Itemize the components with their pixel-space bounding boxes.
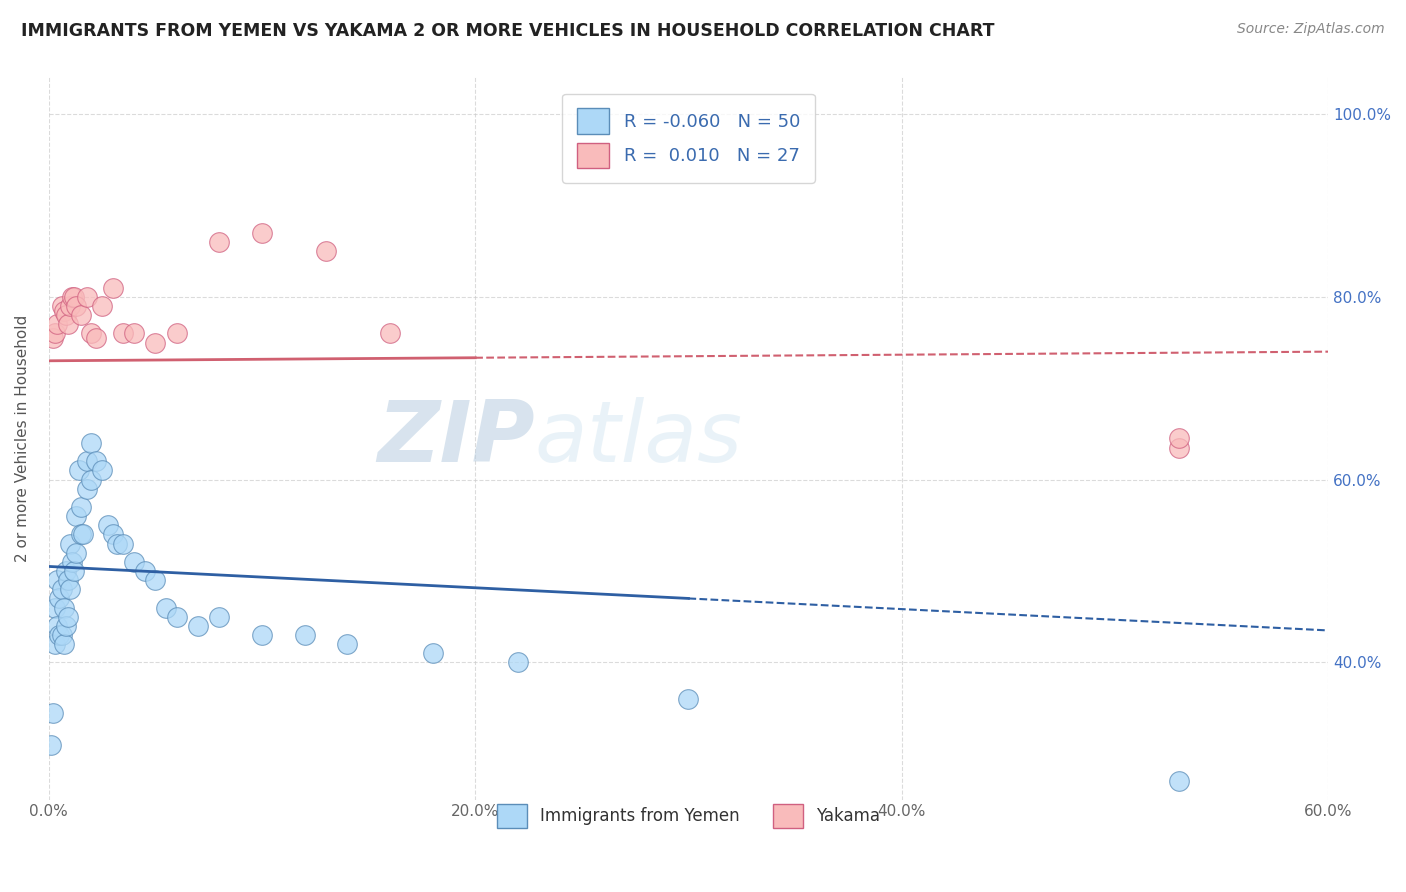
Point [59,582,82,597]
Point [145,335,167,350]
Point [76,290,98,304]
Legend: Immigrants from Yemen, Yakama: Immigrants from Yemen, Yakama [489,797,887,835]
Point [1167,774,1189,789]
Point [56,609,79,624]
Point [67,463,90,477]
Point [315,244,337,259]
Point [112,326,135,341]
Point [112,536,135,550]
Point [52,600,75,615]
Point [250,226,273,240]
Point [91,299,114,313]
Point [52,303,75,318]
Point [105,536,128,550]
Point [84,454,107,468]
Point [97,518,120,533]
Point [187,619,209,633]
Point [145,573,167,587]
Point [378,326,401,341]
Point [101,280,124,294]
Point [46,619,69,633]
Point [80,473,103,487]
Text: IMMIGRANTS FROM YEMEN VS YAKAMA 2 OR MORE VEHICLES IN HOUSEHOLD CORRELATION CHAR: IMMIGRANTS FROM YEMEN VS YAKAMA 2 OR MOR… [21,22,994,40]
Point [52,637,75,651]
Point [1167,441,1189,455]
Text: atlas: atlas [534,397,742,480]
Point [59,536,82,550]
Text: Source: ZipAtlas.com: Source: ZipAtlas.com [1237,22,1385,37]
Point [65,509,87,524]
Point [155,600,177,615]
Point [69,308,91,322]
Point [76,482,98,496]
Point [48,628,70,642]
Y-axis label: 2 or more Vehicles in Household: 2 or more Vehicles in Household [15,315,30,562]
Point [166,609,188,624]
Point [91,463,114,477]
Point [44,326,66,341]
Point [59,299,82,313]
Point [48,591,70,606]
Point [51,628,73,642]
Point [60,555,83,569]
Point [336,637,359,651]
Point [69,527,91,541]
Point [55,564,77,578]
Point [208,235,231,249]
Point [122,326,145,341]
Point [84,331,107,345]
Point [80,436,103,450]
Point [55,619,77,633]
Point [46,573,69,587]
Point [72,527,94,541]
Point [1167,432,1189,446]
Point [63,290,86,304]
Point [76,454,98,468]
Point [101,527,124,541]
Point [208,609,231,624]
Point [80,326,103,341]
Point [44,600,66,615]
Text: ZIP: ZIP [377,397,534,480]
Point [51,299,73,313]
Point [44,637,66,651]
Point [122,555,145,569]
Point [63,564,86,578]
Point [65,299,87,313]
Point [42,706,65,720]
Point [46,317,69,331]
Point [422,646,444,660]
Point [60,290,83,304]
Point [56,317,79,331]
Point [294,628,316,642]
Point [42,331,65,345]
Point [678,692,700,706]
Point [69,500,91,514]
Point [134,564,156,578]
Point [51,582,73,597]
Point [506,656,529,670]
Point [39,738,62,752]
Point [250,628,273,642]
Point [65,546,87,560]
Point [55,308,77,322]
Point [56,573,79,587]
Point [166,326,188,341]
